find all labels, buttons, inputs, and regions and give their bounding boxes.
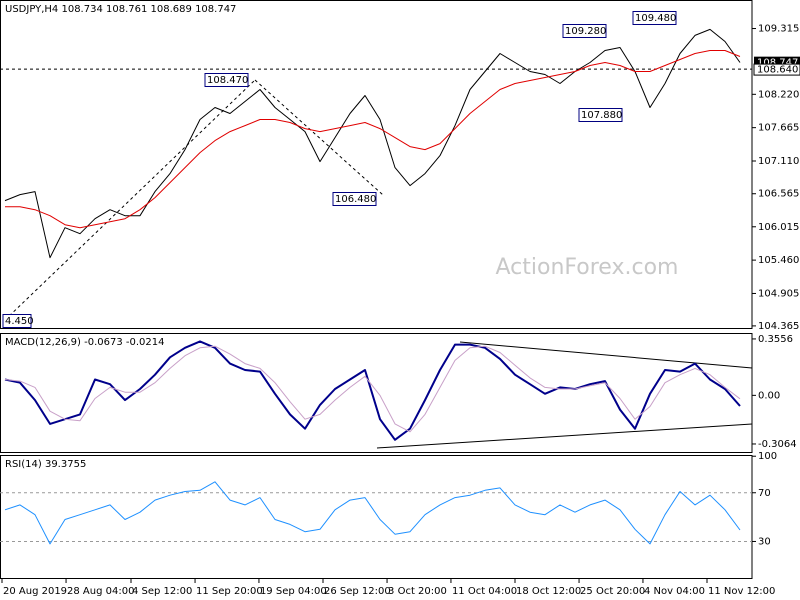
x-tick-label: 28 Aug 04:00 <box>67 586 134 597</box>
y-tick-label: 106.015 <box>758 222 799 233</box>
series-line <box>4 345 741 433</box>
y-tick-label: 108.220 <box>758 89 799 100</box>
annotation-box <box>578 108 623 122</box>
y-tick-label: 105.460 <box>758 255 799 266</box>
price-annotation: 107.880 <box>578 108 623 122</box>
series-line <box>4 28 741 259</box>
y-tick-label: 0.3556 <box>758 334 793 345</box>
y-tick-label: 70 <box>758 488 771 499</box>
annotation-label: 107.880 <box>581 110 622 121</box>
panel-frame <box>0 455 753 579</box>
panel-title: USDJPY,H4 108.734 108.761 108.689 108.74… <box>5 4 236 15</box>
pattern-lines <box>4 79 753 449</box>
price-annotation: 4.450 <box>2 314 34 328</box>
x-tick-label: 11 Oct 04:00 <box>452 586 517 597</box>
x-tick-label: 4 Sep 12:00 <box>132 586 192 597</box>
x-tick-label: 11 Sep 20:00 <box>196 586 263 597</box>
y-tick-label: 107.110 <box>758 156 799 167</box>
last-price-label: 108.747 <box>757 58 798 69</box>
trend-line <box>376 423 753 449</box>
panel-frame <box>0 0 753 329</box>
price-annotation: 106.480 <box>332 192 377 206</box>
price-annotation: 109.280 <box>562 24 607 38</box>
price-annotation: 109.480 <box>632 11 677 25</box>
y-tick-label: -0.3064 <box>758 439 797 450</box>
x-tick-label: 19 Sep 04:00 <box>260 586 327 597</box>
y-tick-label: 106.565 <box>758 189 799 200</box>
y-tick-label: 109.315 <box>758 24 799 35</box>
y-tick-label: 100 <box>758 451 777 462</box>
watermark: ActionForex.com <box>496 255 679 280</box>
price-annotation: 108.470 <box>204 73 249 87</box>
y-tick-label: 104.905 <box>758 288 799 299</box>
annotation-box <box>332 192 377 206</box>
y-tick-label: 30 <box>758 536 771 547</box>
annotation-label: 108.470 <box>207 75 248 86</box>
level-box <box>753 63 800 76</box>
annotation-box <box>2 314 32 328</box>
x-tick-label: 18 Oct 12:00 <box>516 586 581 597</box>
pattern-line <box>254 79 384 196</box>
y-tick-label: 107.665 <box>758 123 799 134</box>
annotation-label: 4.450 <box>5 316 34 327</box>
series-line <box>4 340 741 441</box>
panel-title: MACD(12,26,9) -0.0673 -0.0214 <box>5 337 165 348</box>
annotation-label: 109.280 <box>565 26 606 37</box>
x-tick-label: 25 Oct 20:00 <box>580 586 645 597</box>
panel-frame <box>0 333 753 453</box>
x-tick-label: 20 Aug 2019 <box>3 586 67 597</box>
pattern-line <box>4 79 256 321</box>
x-tick-label: 26 Sep 12:00 <box>324 586 391 597</box>
trend-line <box>459 341 753 369</box>
y-tick-label: 0.00 <box>758 390 780 401</box>
y-tick-label: 104.365 <box>758 321 799 332</box>
x-tick-label: 11 Nov 12:00 <box>708 586 775 597</box>
x-tick-label: 4 Nov 04:00 <box>644 586 705 597</box>
annotation-label: 106.480 <box>335 194 376 205</box>
series-line <box>5 50 741 229</box>
level-label: 108.640 <box>757 65 798 76</box>
annotation-label: 109.480 <box>635 13 676 24</box>
annotation-box <box>562 24 607 38</box>
annotation-box <box>632 11 677 25</box>
panel-title: RSI(14) 39.3755 <box>5 459 86 470</box>
series-line <box>4 481 741 545</box>
x-tick-label: 3 Oct 20:00 <box>388 586 447 597</box>
annotation-box <box>204 73 249 87</box>
